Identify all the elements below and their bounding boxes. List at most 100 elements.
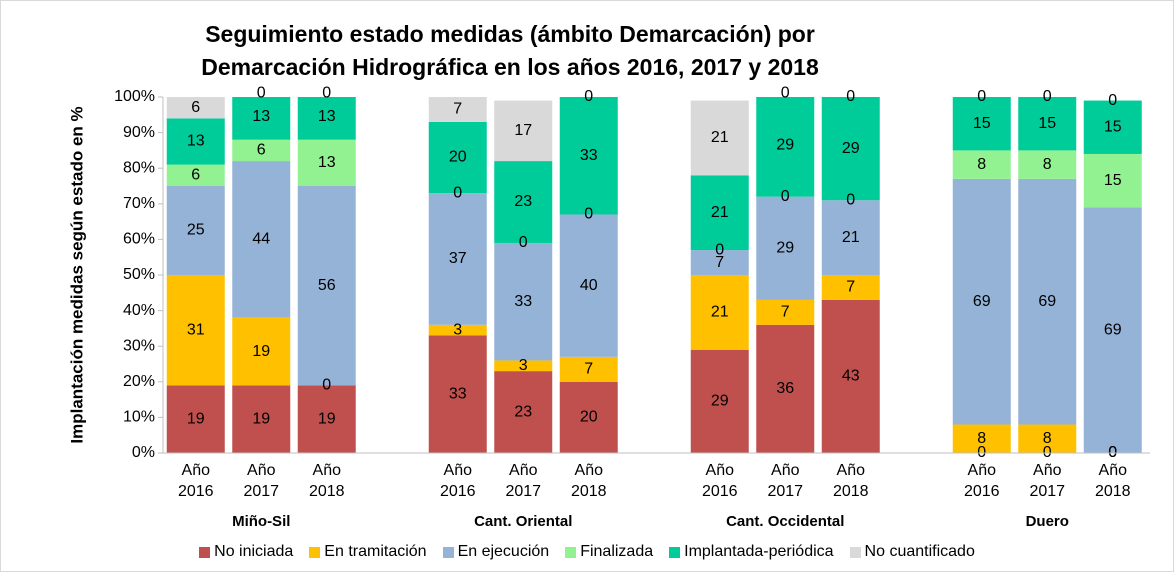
- legend-label: En tramitación: [324, 543, 427, 560]
- y-tick-label: 80%: [123, 159, 155, 176]
- value-label: 69: [1038, 293, 1056, 310]
- value-label: 20: [449, 149, 467, 166]
- value-label: 29: [842, 140, 860, 157]
- value-label: 0: [977, 88, 986, 105]
- value-label: 15: [1104, 172, 1122, 189]
- value-label: 17: [514, 122, 532, 139]
- bar-segment: [1018, 150, 1077, 179]
- bar-segment: [494, 161, 553, 243]
- bar-segment: [1018, 424, 1077, 453]
- bar-segment: [232, 161, 291, 318]
- value-label: 0: [781, 188, 790, 205]
- bars: [166, 97, 1142, 453]
- bar-segment: [232, 97, 291, 140]
- value-label: 44: [252, 231, 270, 248]
- x-tick-label: Año 2017: [243, 462, 280, 500]
- bar-segment: [559, 356, 618, 382]
- bar-segment: [1083, 207, 1142, 453]
- value-label: 7: [781, 304, 790, 321]
- bar-segment: [952, 97, 1011, 151]
- x-tick-label: Año 2018: [308, 462, 345, 500]
- value-label: 15: [973, 115, 991, 132]
- bar-segment: [1083, 100, 1142, 154]
- bar-segment: [821, 299, 880, 453]
- bar-segment: [297, 97, 356, 140]
- bar-segment: [1018, 178, 1077, 425]
- bar-segment: [952, 424, 1011, 453]
- legend-swatch: [849, 546, 861, 558]
- legend-swatch: [442, 546, 454, 558]
- bar-segment: [494, 100, 553, 162]
- bar-segment: [428, 335, 487, 453]
- legend-label: En ejecución: [457, 543, 550, 560]
- value-label: 19: [252, 343, 270, 360]
- bar-segment: [232, 385, 291, 453]
- value-label: 29: [776, 136, 794, 153]
- chart-title: Seguimiento estado medidas (ámbito Demar…: [201, 21, 819, 80]
- bar-segment: [1083, 153, 1142, 208]
- y-tick-label: 10%: [123, 409, 155, 426]
- bar-segment: [494, 360, 553, 372]
- value-label: 8: [977, 156, 986, 173]
- value-label: 19: [318, 410, 336, 427]
- value-label: 29: [711, 393, 729, 410]
- value-label: 7: [584, 361, 593, 378]
- legend-item: No iniciada: [199, 543, 293, 561]
- group-label: Miño-Sil: [232, 513, 291, 530]
- bar-segment: [690, 275, 749, 350]
- bar-segment: [821, 97, 880, 201]
- value-label: 19: [252, 410, 270, 427]
- x-tick-label: Año 2018: [570, 462, 607, 500]
- value-label: 21: [711, 304, 729, 321]
- value-label: 69: [1104, 321, 1122, 338]
- value-label: 21: [842, 229, 860, 246]
- x-tick-label: Año 2018: [1094, 462, 1131, 500]
- bar-segment: [166, 97, 225, 119]
- value-label: 0: [322, 377, 331, 394]
- y-tick-label: 40%: [123, 302, 155, 319]
- value-label: 0: [846, 191, 855, 208]
- value-label: 7: [453, 101, 462, 118]
- value-label: 0: [1043, 88, 1052, 105]
- value-label: 29: [776, 240, 794, 257]
- value-label: 33: [449, 385, 467, 402]
- bar-segment: [166, 385, 225, 453]
- y-tick-label: 30%: [123, 337, 155, 354]
- bar-segment: [297, 385, 356, 453]
- value-label: 15: [1038, 115, 1056, 132]
- bar-segment: [559, 214, 618, 357]
- bar-segment: [428, 97, 487, 122]
- y-tick-label: 50%: [123, 266, 155, 283]
- value-label: 21: [711, 129, 729, 146]
- value-label: 31: [187, 321, 205, 338]
- legend-swatch: [199, 546, 211, 558]
- x-tick-label: Año 2017: [505, 462, 542, 500]
- group-label: Cant. Oriental: [474, 513, 573, 530]
- group-label: Cant. Occidental: [726, 513, 845, 530]
- value-label: 0: [257, 85, 266, 102]
- bar-segment: [952, 150, 1011, 179]
- bar-segment: [690, 100, 749, 176]
- legend-swatch: [309, 546, 321, 558]
- legend-label: Implantada-periódica: [684, 543, 834, 560]
- value-label: 8: [1043, 156, 1052, 173]
- legend-label: Finalizada: [580, 543, 654, 560]
- value-label: 6: [257, 142, 266, 159]
- value-label: 3: [519, 357, 528, 374]
- bar-segment: [690, 175, 749, 251]
- bar-segment: [297, 139, 356, 186]
- bar-segment: [166, 186, 225, 275]
- bar-segment: [690, 250, 749, 275]
- group-label: Duero: [1025, 513, 1069, 530]
- legend-label: No iniciada: [214, 543, 294, 560]
- value-label: 6: [191, 167, 200, 184]
- value-label: 7: [846, 279, 855, 296]
- value-label: 0: [584, 88, 593, 105]
- value-label: 20: [580, 409, 598, 426]
- value-label: 33: [580, 147, 598, 164]
- value-label: 13: [252, 108, 270, 125]
- value-label: 13: [318, 108, 336, 125]
- value-label: 6: [191, 99, 200, 116]
- value-label: 0: [584, 206, 593, 223]
